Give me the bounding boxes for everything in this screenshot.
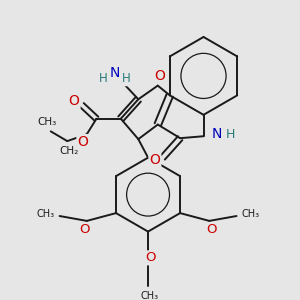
Text: CH₂: CH₂ xyxy=(60,146,79,156)
Text: CH₃: CH₃ xyxy=(241,209,259,219)
Text: O: O xyxy=(69,94,80,108)
Text: O: O xyxy=(145,251,155,264)
Text: CH₃: CH₃ xyxy=(37,209,55,219)
Text: O: O xyxy=(206,223,217,236)
Text: H: H xyxy=(226,128,236,141)
Text: CH₃: CH₃ xyxy=(141,291,159,300)
Text: O: O xyxy=(77,135,88,149)
Text: O: O xyxy=(154,69,165,83)
Text: H: H xyxy=(122,72,131,85)
Text: H: H xyxy=(99,72,108,85)
Text: O: O xyxy=(80,223,90,236)
Text: N: N xyxy=(212,127,222,141)
Text: O: O xyxy=(149,153,160,166)
Text: CH₃: CH₃ xyxy=(37,117,56,127)
Text: N: N xyxy=(110,66,120,80)
